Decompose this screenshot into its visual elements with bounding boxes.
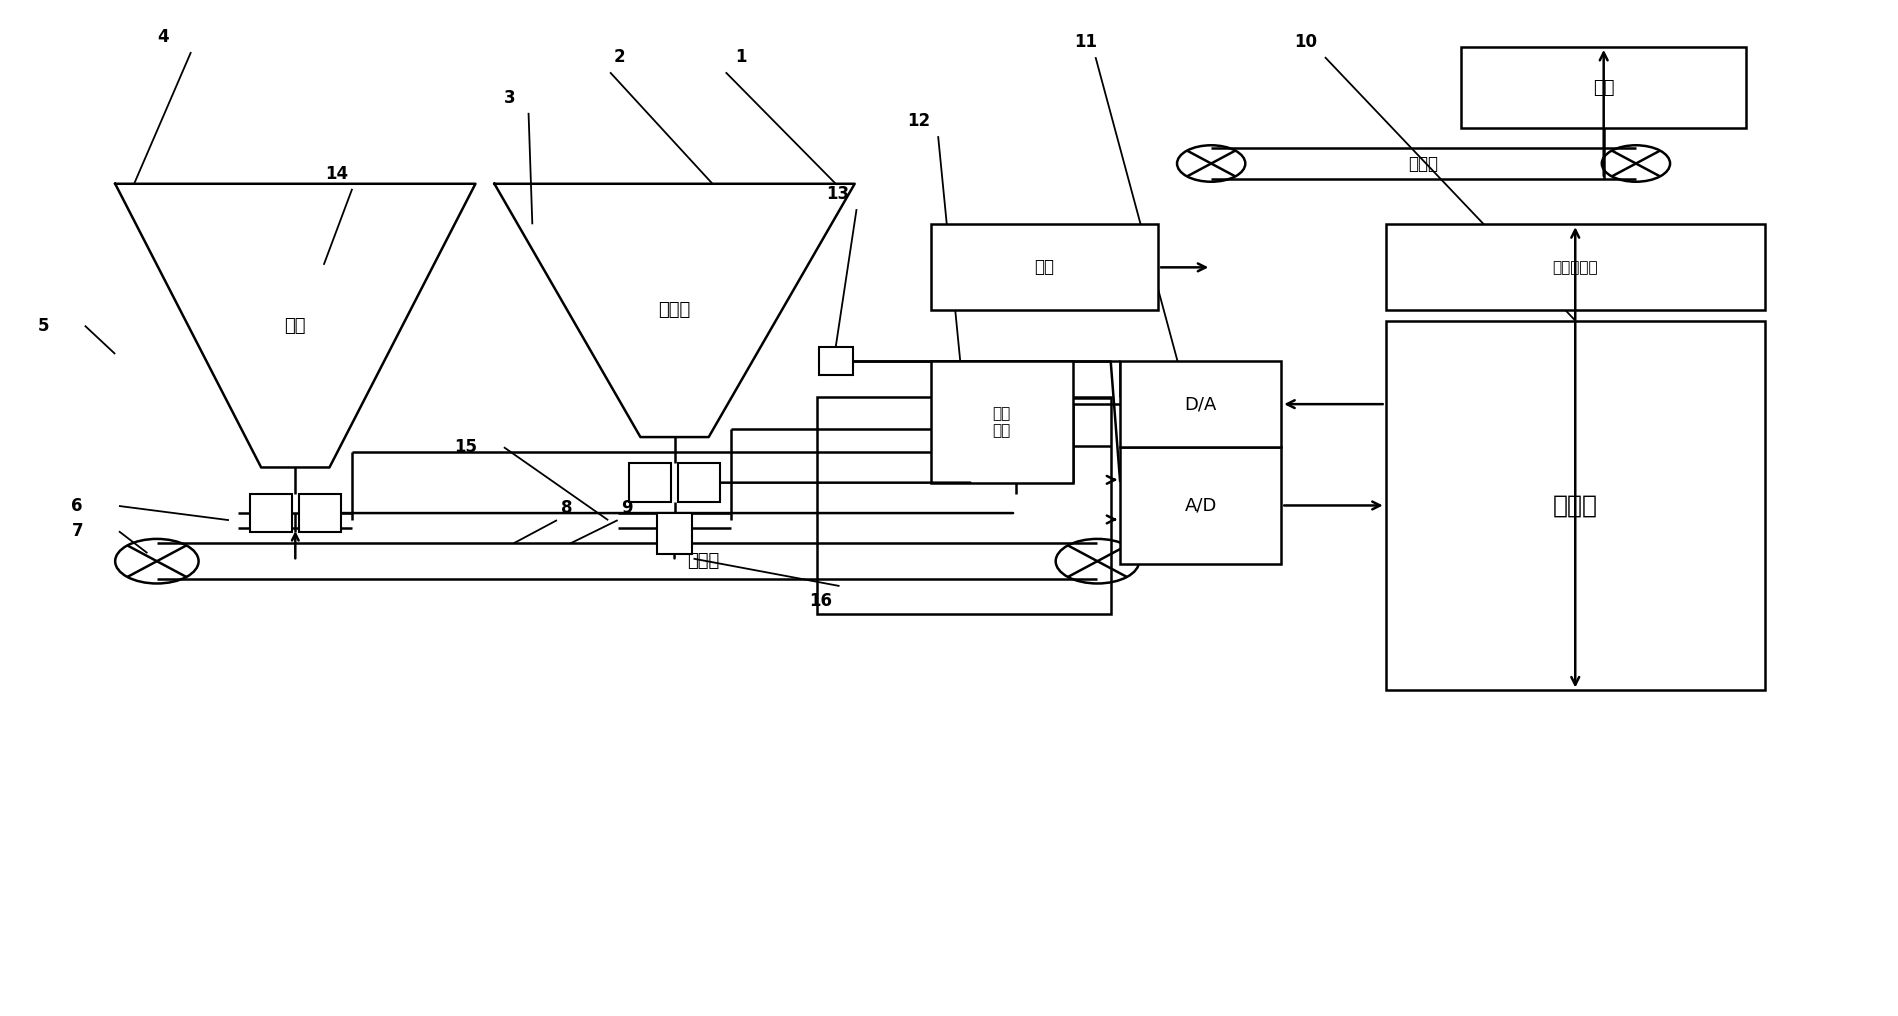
Text: 控制器: 控制器 xyxy=(1553,494,1596,517)
FancyBboxPatch shape xyxy=(1386,225,1763,311)
Text: 12: 12 xyxy=(907,112,930,130)
FancyBboxPatch shape xyxy=(816,396,1110,615)
Bar xyxy=(628,463,670,502)
Text: 10: 10 xyxy=(1294,33,1317,51)
Text: 7: 7 xyxy=(72,522,84,541)
Text: 污泥斗: 污泥斗 xyxy=(659,302,691,319)
Text: 14: 14 xyxy=(325,165,349,183)
Text: 3: 3 xyxy=(503,88,514,107)
FancyBboxPatch shape xyxy=(1461,47,1744,128)
Text: A/D: A/D xyxy=(1184,497,1217,514)
Text: 5: 5 xyxy=(38,317,49,334)
Text: 16: 16 xyxy=(809,592,831,611)
Text: 1: 1 xyxy=(735,48,746,66)
Bar xyxy=(678,463,719,502)
Text: 煮斗: 煮斗 xyxy=(285,317,306,334)
Bar xyxy=(300,494,340,532)
Text: 9: 9 xyxy=(621,499,632,517)
Bar xyxy=(251,494,292,532)
Text: 输送带: 输送带 xyxy=(1408,154,1439,173)
Text: 输送带: 输送带 xyxy=(687,552,719,570)
Text: 拌匀: 拌匀 xyxy=(1034,258,1053,276)
FancyBboxPatch shape xyxy=(930,225,1158,311)
Bar xyxy=(657,513,691,554)
Text: 变送
模块: 变送 模块 xyxy=(993,405,1010,438)
Text: 11: 11 xyxy=(1074,33,1097,51)
FancyBboxPatch shape xyxy=(1120,447,1281,564)
Text: D/A: D/A xyxy=(1184,395,1217,414)
FancyBboxPatch shape xyxy=(1120,361,1281,447)
Text: 配比数据库: 配比数据库 xyxy=(1553,260,1598,275)
Text: 2: 2 xyxy=(613,48,624,66)
Bar xyxy=(818,346,852,375)
FancyBboxPatch shape xyxy=(930,361,1072,483)
FancyBboxPatch shape xyxy=(1386,321,1763,691)
Text: 4: 4 xyxy=(158,27,169,46)
Text: 8: 8 xyxy=(560,499,571,517)
Text: 15: 15 xyxy=(454,438,476,456)
Text: 高炉: 高炉 xyxy=(1592,78,1613,97)
Text: 6: 6 xyxy=(72,497,84,515)
Text: 13: 13 xyxy=(826,185,848,203)
